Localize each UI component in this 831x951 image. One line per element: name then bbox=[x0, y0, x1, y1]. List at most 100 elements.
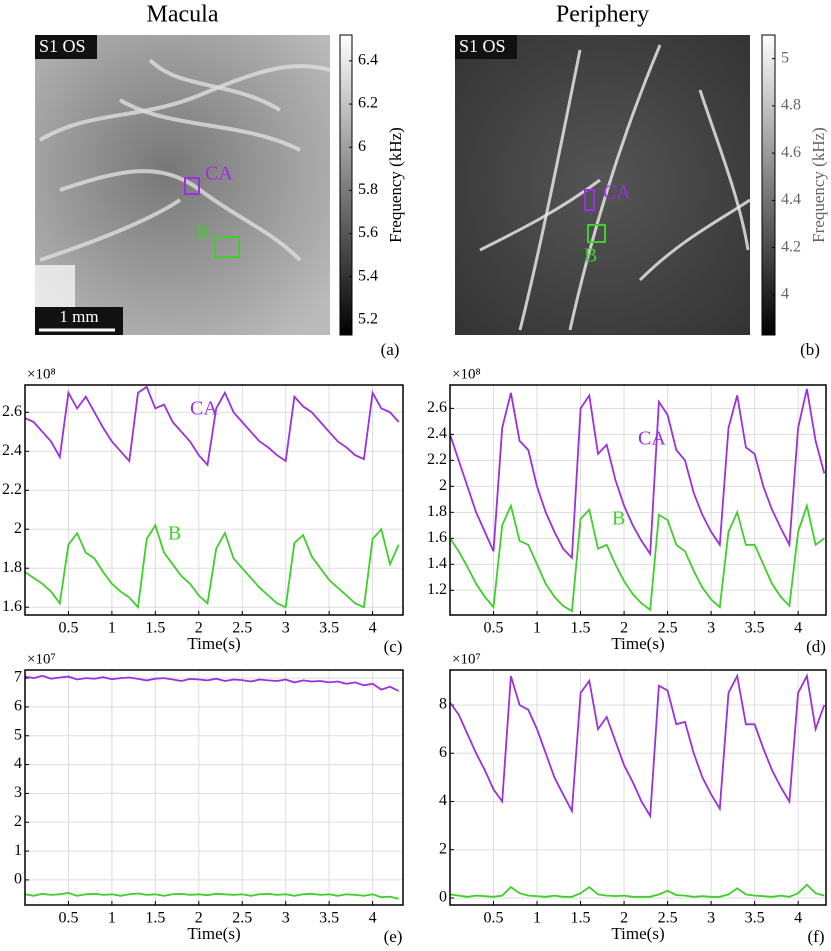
x-tick-label: 2 bbox=[195, 910, 203, 927]
x-tick-label: 0.5 bbox=[484, 620, 504, 637]
x-tick-label: 1.5 bbox=[145, 620, 165, 637]
colorbar-label: Frequency (kHz) bbox=[386, 127, 405, 243]
panel-label: (a) bbox=[381, 340, 400, 359]
panel-label: (d) bbox=[806, 637, 826, 656]
series-line bbox=[25, 891, 399, 900]
y-tick-label: 1.6 bbox=[2, 598, 22, 615]
vessel bbox=[148, 58, 282, 112]
axis-multiplier: ×10⁸ bbox=[452, 366, 481, 382]
y-tick-label: 1.4 bbox=[427, 555, 447, 572]
x-tick-label: 2.5 bbox=[658, 620, 678, 637]
chart-title: Periphery bbox=[556, 2, 649, 28]
panel-label: (b) bbox=[800, 340, 820, 359]
y-tick-label: 5 bbox=[14, 726, 22, 743]
image-panel bbox=[35, 35, 331, 335]
x-axis-label: Time(s) bbox=[187, 634, 240, 653]
x-tick-label: 4 bbox=[794, 620, 802, 637]
x-tick-label: 1 bbox=[108, 620, 116, 637]
x-tick-label: 0.5 bbox=[58, 910, 78, 927]
plot-frame bbox=[449, 669, 827, 906]
x-axis-label: Time(s) bbox=[187, 924, 240, 943]
vessel bbox=[698, 89, 750, 251]
roi-label: B bbox=[584, 245, 597, 267]
y-tick-label: 1 bbox=[14, 842, 22, 859]
series-label: CA bbox=[190, 398, 218, 420]
colorbar-tick-label: 5.6 bbox=[358, 224, 378, 241]
colorbar-tick-label: 5 bbox=[781, 49, 789, 66]
badge-bg bbox=[455, 35, 517, 59]
y-tick-label: 0 bbox=[14, 871, 22, 888]
plot-frame bbox=[24, 384, 404, 616]
y-tick-label: 2 bbox=[14, 813, 22, 830]
vessel bbox=[38, 64, 331, 142]
colorbar-tick-label: 4.4 bbox=[781, 191, 801, 208]
image bbox=[35, 35, 330, 335]
series-line bbox=[25, 523, 400, 610]
x-tick-label: 1.5 bbox=[145, 910, 165, 927]
plot-frame bbox=[449, 384, 827, 616]
roi-label: CA bbox=[205, 163, 233, 185]
series-line bbox=[25, 385, 400, 467]
x-tick-label: 3.5 bbox=[745, 910, 765, 927]
panel-label: (f) bbox=[808, 927, 825, 946]
x-tick-label: 4 bbox=[369, 620, 377, 637]
series-line bbox=[450, 502, 825, 613]
y-tick-label: 2.2 bbox=[2, 481, 22, 498]
y-tick-label: 1.2 bbox=[427, 581, 447, 598]
roi-box bbox=[214, 236, 240, 258]
x-tick-label: 4 bbox=[369, 910, 377, 927]
series-line bbox=[25, 674, 400, 692]
roi-label: CA bbox=[603, 182, 631, 204]
axis-multiplier: ×10⁷ bbox=[452, 651, 481, 667]
colorbar-tick-label: 4.6 bbox=[781, 144, 801, 161]
series-label: B bbox=[168, 523, 181, 545]
vessel bbox=[39, 198, 182, 262]
colorbar-tick-label: 5.4 bbox=[358, 267, 378, 284]
x-tick-label: 2.5 bbox=[658, 910, 678, 927]
y-tick-label: 8 bbox=[439, 696, 447, 713]
y-tick-label: 1.8 bbox=[2, 559, 22, 576]
colorbar bbox=[339, 34, 353, 336]
colorbar-tick-label: 4.8 bbox=[781, 97, 801, 114]
colorbar-tick-label: 5.8 bbox=[358, 181, 378, 198]
x-tick-label: 1 bbox=[108, 910, 116, 927]
y-tick-label: 2.6 bbox=[427, 399, 447, 416]
x-tick-label: 3 bbox=[282, 620, 290, 637]
x-tick-label: 3.5 bbox=[319, 620, 339, 637]
roi-label: B bbox=[196, 222, 209, 244]
colorbar-tick-label: 5.2 bbox=[358, 311, 378, 328]
x-axis-label: Time(s) bbox=[611, 924, 664, 943]
y-tick-label: 2 bbox=[439, 477, 447, 494]
roi-box bbox=[184, 177, 200, 195]
colorbar-tick-label: 6 bbox=[358, 138, 366, 155]
vessel bbox=[518, 49, 582, 331]
x-tick-label: 3 bbox=[707, 910, 715, 927]
x-tick-label: 1 bbox=[533, 620, 541, 637]
y-tick-label: 1.8 bbox=[427, 503, 447, 520]
series-line bbox=[450, 388, 826, 560]
x-axis-label: Time(s) bbox=[611, 634, 664, 653]
colorbar-tick-label: 6.2 bbox=[358, 95, 378, 112]
panel-label: (c) bbox=[384, 637, 403, 656]
x-tick-label: 4 bbox=[794, 910, 802, 927]
axis-multiplier: ×10⁷ bbox=[27, 651, 56, 667]
colorbar-tick-label: 4 bbox=[781, 286, 789, 303]
x-tick-label: 2.5 bbox=[232, 620, 252, 637]
x-tick-label: 0.5 bbox=[484, 910, 504, 927]
x-tick-label: 1 bbox=[533, 910, 541, 927]
panel-label: (e) bbox=[384, 927, 403, 946]
series-label: CA bbox=[638, 428, 666, 450]
y-tick-label: 0 bbox=[439, 889, 447, 906]
y-tick-label: 3 bbox=[14, 784, 22, 801]
y-tick-label: 2.4 bbox=[2, 442, 22, 459]
y-tick-label: 4 bbox=[14, 755, 22, 772]
vessel bbox=[568, 44, 662, 331]
x-tick-label: 3.5 bbox=[745, 620, 765, 637]
image bbox=[455, 35, 750, 335]
series-label: B bbox=[612, 508, 625, 530]
x-tick-label: 2 bbox=[620, 620, 628, 637]
x-tick-label: 2 bbox=[620, 910, 628, 927]
image-panel bbox=[455, 35, 751, 335]
x-tick-label: 2.5 bbox=[232, 910, 252, 927]
